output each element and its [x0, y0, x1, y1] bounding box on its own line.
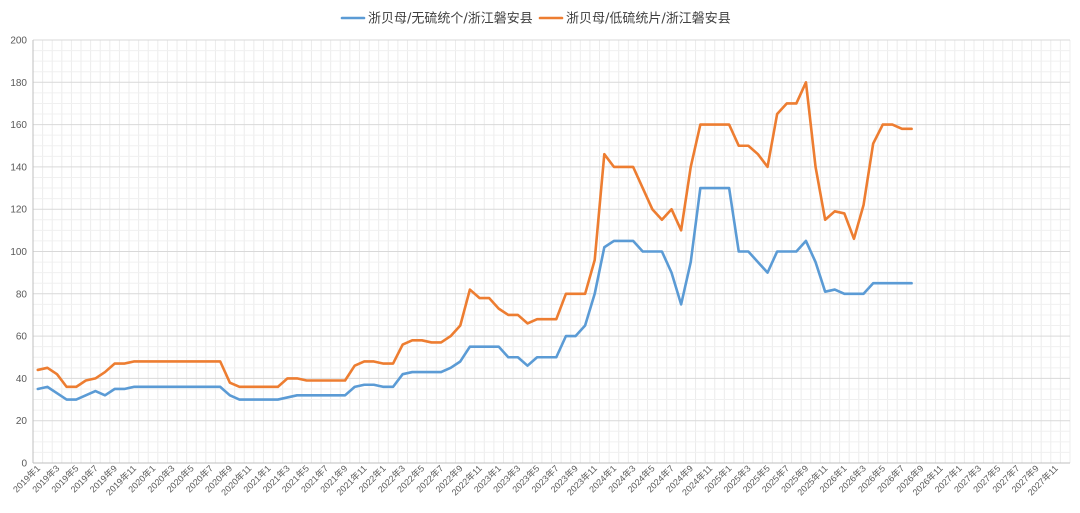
y-tick-label: 160: [10, 120, 27, 131]
series-line-2: [36, 81, 913, 389]
axes: 0204060801001201401601802002019年12019年32…: [10, 36, 1070, 498]
gridlines: [32, 39, 1071, 464]
y-tick-label: 0: [21, 459, 27, 470]
y-tick-label: 120: [10, 205, 27, 216]
y-tick-label: 60: [16, 332, 28, 343]
y-tick-label: 80: [16, 289, 28, 300]
series-lines: [36, 81, 913, 401]
legend-label-1: 浙贝母/无硫统个/浙江磐安县: [368, 12, 533, 27]
legend: 浙贝母/无硫统个/浙江磐安县 浙贝母/低硫统片/浙江磐安县: [340, 12, 731, 27]
series-line-1: [36, 186, 913, 401]
y-tick-label: 20: [16, 416, 28, 427]
y-tick-label: 200: [10, 36, 27, 47]
y-tick-label: 180: [10, 78, 27, 89]
y-tick-label: 40: [16, 374, 28, 385]
legend-label-2: 浙贝母/低硫统片/浙江磐安县: [566, 12, 731, 27]
y-tick-label: 140: [10, 162, 27, 173]
y-tick-label: 100: [10, 247, 27, 258]
